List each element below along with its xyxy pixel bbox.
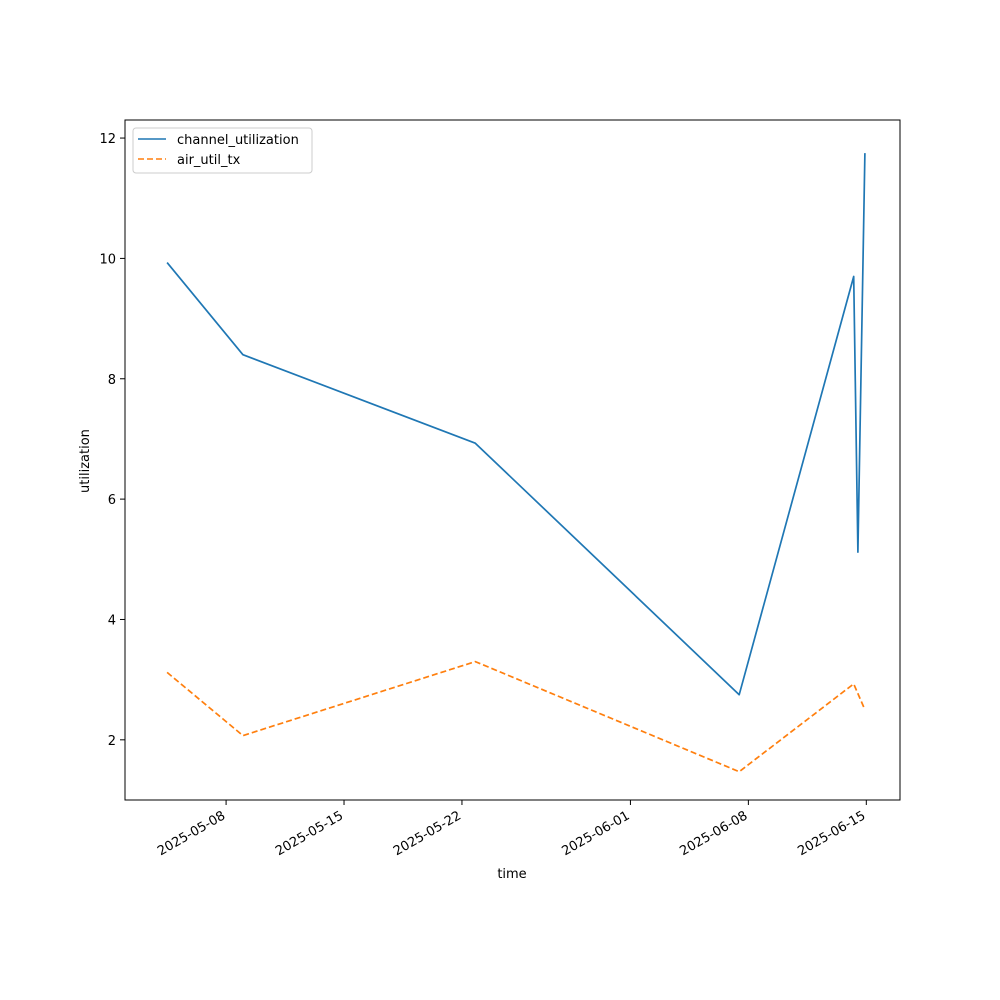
series-line-air-util-tx xyxy=(166,660,866,773)
legend-label-channel-utilization: channel_utilization xyxy=(177,133,299,148)
series-line-channel-utilization xyxy=(166,153,866,696)
y-tick-label: 6 xyxy=(108,493,116,508)
y-axis-label: utilization xyxy=(78,429,93,493)
y-tick-label: 2 xyxy=(108,734,116,749)
series-layer xyxy=(166,153,866,773)
legend-label-air-util-tx: air_util_tx xyxy=(177,153,241,168)
y-tick-label: 12 xyxy=(99,132,116,147)
y-axis: 2 4 6 8 10 12 xyxy=(99,132,125,749)
plot-area-frame xyxy=(124,119,901,801)
legend-box xyxy=(132,127,313,174)
x-axis-label: time xyxy=(497,867,526,882)
y-tick-label: 10 xyxy=(99,252,116,267)
legend: channel_utilization air_util_tx xyxy=(132,127,313,174)
y-tick-label: 8 xyxy=(108,373,116,388)
y-tick-label: 4 xyxy=(108,613,116,628)
